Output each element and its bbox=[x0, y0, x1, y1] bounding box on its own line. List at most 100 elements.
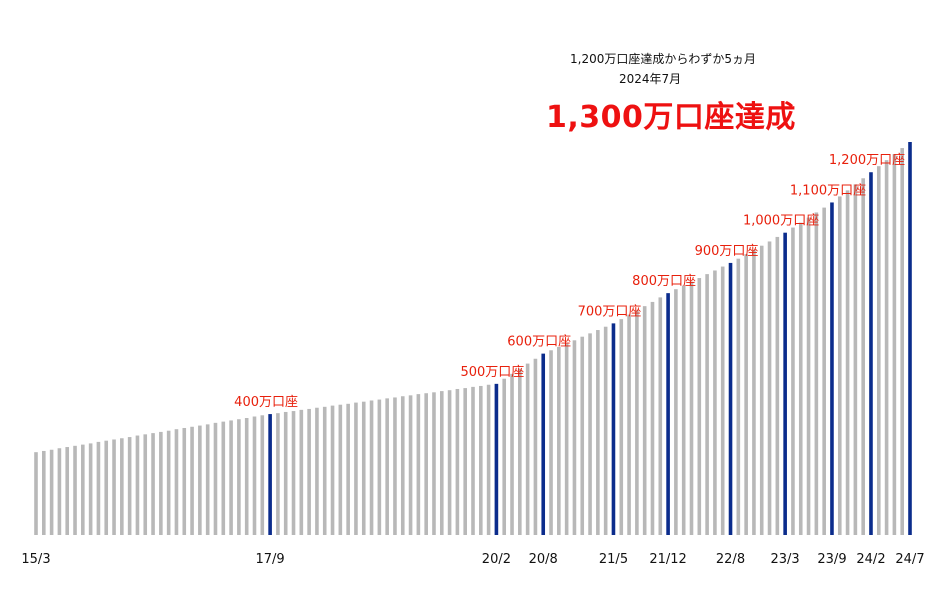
bar bbox=[112, 439, 116, 535]
bar bbox=[143, 434, 148, 535]
bar bbox=[291, 411, 296, 535]
bar bbox=[104, 440, 109, 535]
milestone-label: 800万口座 bbox=[632, 274, 696, 289]
x-tick-label: 23/3 bbox=[770, 552, 799, 567]
milestone-bar bbox=[869, 172, 873, 536]
x-tick-label: 20/8 bbox=[529, 552, 558, 567]
bar bbox=[588, 333, 592, 535]
bar bbox=[299, 409, 304, 535]
bar bbox=[744, 254, 748, 535]
bar bbox=[674, 289, 678, 535]
subtitle-line-1: 1,200万口座達成からわずか5ヵ月 bbox=[570, 52, 756, 66]
x-tick-label: 23/9 bbox=[817, 552, 846, 567]
bar bbox=[354, 402, 358, 535]
x-tick-label: 24/2 bbox=[856, 552, 885, 567]
bar bbox=[853, 184, 858, 535]
bar bbox=[463, 388, 467, 535]
bar bbox=[361, 401, 366, 535]
x-tick-label: 20/2 bbox=[482, 552, 511, 567]
x-tick-label: 21/5 bbox=[599, 552, 628, 567]
milestone-bar bbox=[783, 232, 787, 535]
milestone-bar bbox=[494, 383, 499, 535]
bar bbox=[73, 445, 77, 535]
bar bbox=[159, 431, 163, 535]
bar bbox=[510, 373, 514, 535]
bar bbox=[135, 435, 140, 535]
bar bbox=[479, 385, 483, 535]
bar bbox=[603, 326, 608, 535]
bar bbox=[174, 429, 179, 535]
bar bbox=[697, 278, 702, 535]
bar bbox=[518, 368, 522, 535]
bar bbox=[767, 241, 772, 535]
bar bbox=[759, 245, 764, 535]
bar bbox=[346, 403, 350, 535]
bar bbox=[393, 397, 397, 535]
bar bbox=[49, 449, 54, 535]
bar bbox=[330, 405, 335, 535]
bar bbox=[486, 384, 491, 535]
bar bbox=[681, 285, 686, 535]
bar bbox=[892, 154, 897, 535]
bar bbox=[572, 340, 577, 535]
bar bbox=[557, 346, 561, 535]
bar bbox=[205, 424, 210, 535]
bar bbox=[635, 310, 639, 535]
bar bbox=[596, 330, 600, 535]
bar bbox=[65, 447, 70, 535]
x-tick-label: 17/9 bbox=[255, 552, 284, 567]
bar bbox=[549, 350, 553, 535]
bar bbox=[424, 393, 428, 535]
bar bbox=[260, 415, 265, 535]
bar bbox=[166, 430, 171, 535]
bar bbox=[88, 443, 93, 535]
milestone-bar bbox=[268, 414, 272, 535]
bar bbox=[736, 258, 741, 535]
x-tick-label: 24/7 bbox=[895, 552, 924, 567]
bar bbox=[884, 160, 889, 535]
milestone-bar bbox=[611, 323, 616, 535]
milestone-bar bbox=[728, 262, 733, 535]
bar bbox=[307, 408, 311, 535]
bar bbox=[814, 212, 819, 535]
milestone-label: 500万口座 bbox=[460, 365, 524, 380]
bar bbox=[276, 413, 280, 535]
subtitle-line-2: 2024年7月 bbox=[619, 72, 682, 86]
bar bbox=[34, 452, 38, 535]
milestone-label: 600万口座 bbox=[507, 335, 571, 350]
milestone-bar bbox=[666, 293, 670, 535]
bar bbox=[315, 407, 319, 535]
milestone-label: 1,200万口座 bbox=[829, 153, 905, 168]
x-tick-label: 15/3 bbox=[21, 552, 50, 567]
bar bbox=[237, 419, 241, 535]
bar bbox=[120, 438, 124, 535]
bar bbox=[455, 388, 460, 535]
bar bbox=[432, 392, 436, 535]
bar bbox=[689, 281, 694, 535]
x-tick-label: 22/8 bbox=[716, 552, 745, 567]
bar bbox=[213, 422, 218, 535]
bar bbox=[244, 418, 249, 535]
milestone-label: 700万口座 bbox=[578, 304, 642, 319]
bar bbox=[416, 394, 421, 535]
bar bbox=[447, 390, 452, 535]
bar bbox=[385, 398, 389, 535]
bar bbox=[252, 416, 257, 535]
milestone-label: 1,000万口座 bbox=[743, 214, 819, 229]
milestone-bar bbox=[541, 353, 546, 535]
bar bbox=[182, 427, 187, 535]
bar bbox=[221, 421, 226, 535]
bar bbox=[322, 406, 327, 535]
bar bbox=[525, 363, 530, 535]
bar bbox=[190, 426, 194, 535]
bar bbox=[806, 217, 811, 535]
bar bbox=[580, 336, 585, 535]
bar bbox=[791, 227, 795, 536]
bar bbox=[658, 297, 663, 535]
bar bbox=[876, 166, 881, 535]
bar bbox=[42, 450, 46, 535]
bar bbox=[283, 411, 288, 535]
bar bbox=[798, 222, 803, 535]
bar bbox=[705, 274, 709, 535]
milestone-bar bbox=[908, 142, 912, 535]
